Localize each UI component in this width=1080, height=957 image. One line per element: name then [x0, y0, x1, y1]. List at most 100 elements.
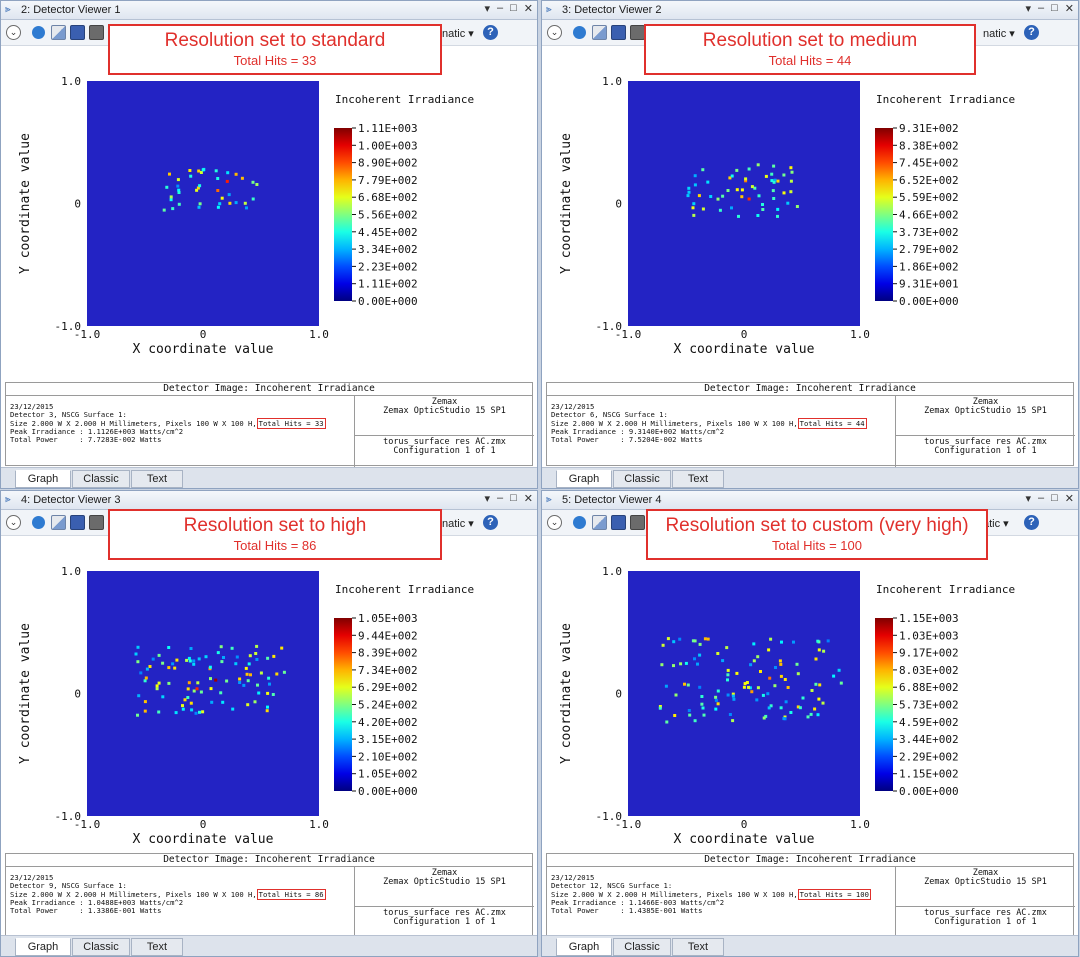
- hit-pixel: [706, 637, 710, 641]
- hit-pixel: [769, 704, 773, 708]
- close-button[interactable]: ✕: [1064, 3, 1074, 15]
- refresh-icon[interactable]: [32, 516, 45, 529]
- settings-dropdown-icon[interactable]: ⌄: [6, 515, 21, 530]
- hit-pixel: [782, 173, 786, 177]
- maximize-button[interactable]: □: [1051, 2, 1058, 14]
- y-tick-label: 1.0: [61, 75, 81, 88]
- colorbar-tick-label: 6.68E+002: [358, 191, 418, 204]
- brand-text: Zemax: [972, 868, 999, 878]
- maximize-button[interactable]: □: [510, 492, 517, 504]
- hit-pixel: [161, 661, 165, 665]
- callout-title: Resolution set to custom (very high): [665, 515, 969, 536]
- detector-text: Detector 6, NSCG Surface 1:: [551, 410, 668, 420]
- x-tick-label: 1.0: [309, 328, 329, 341]
- hit-pixel: [783, 678, 787, 681]
- y-tick-label: 0: [615, 688, 622, 701]
- colorbar-tick-label: 4.66E+002: [899, 209, 959, 222]
- hit-pixel: [196, 186, 200, 190]
- tab-classic[interactable]: Classic: [72, 470, 130, 488]
- hit-pixel: [735, 671, 739, 675]
- window-menu-button[interactable]: ▾: [484, 3, 490, 15]
- product-text: Zemax OpticStudio 15 SP1: [383, 406, 506, 416]
- hit-pixel: [784, 700, 788, 704]
- refresh-icon[interactable]: [32, 26, 45, 39]
- window-titlebar[interactable]: ⫸ 3: Detector Viewer 2 ▾ – □ ✕: [542, 1, 1078, 20]
- hit-pixel: [731, 719, 735, 723]
- help-icon[interactable]: ?: [1024, 25, 1039, 40]
- tab-text[interactable]: Text: [131, 938, 183, 956]
- copy-icon[interactable]: [51, 515, 66, 530]
- hit-pixel: [161, 695, 165, 699]
- settings-dropdown-icon[interactable]: ⌄: [547, 25, 562, 40]
- close-button[interactable]: ✕: [1064, 493, 1074, 505]
- help-icon[interactable]: ?: [1024, 515, 1039, 530]
- refresh-icon[interactable]: [573, 26, 586, 39]
- save-icon[interactable]: [70, 25, 85, 40]
- print-icon[interactable]: [89, 515, 104, 530]
- minimize-button[interactable]: –: [497, 2, 504, 14]
- x-tick-label: 0: [200, 818, 207, 831]
- minimize-button[interactable]: –: [1038, 2, 1045, 14]
- refresh-icon[interactable]: [573, 516, 586, 529]
- tab-graph[interactable]: Graph: [15, 938, 71, 956]
- hit-pixel: [192, 689, 196, 693]
- window-titlebar[interactable]: ⫸ 4: Detector Viewer 3 ▾ – □ ✕: [1, 491, 537, 510]
- size-text: Size 2.000 W X 2.000 H Millimeters, Pixe…: [10, 889, 257, 899]
- close-button[interactable]: ✕: [523, 3, 533, 15]
- help-icon[interactable]: ?: [483, 515, 498, 530]
- tab-text[interactable]: Text: [672, 938, 724, 956]
- save-icon[interactable]: [611, 515, 626, 530]
- tab-graph[interactable]: Graph: [556, 938, 612, 956]
- tab-text[interactable]: Text: [131, 470, 183, 488]
- save-icon[interactable]: [70, 515, 85, 530]
- window-menu-button[interactable]: ▾: [1025, 493, 1031, 505]
- chromatic-dropdown[interactable]: natic ▾: [442, 518, 474, 530]
- window-titlebar[interactable]: ⫸ 2: Detector Viewer 1 ▾ – □ ✕: [1, 1, 537, 20]
- tab-classic[interactable]: Classic: [613, 938, 671, 956]
- help-icon[interactable]: ?: [483, 25, 498, 40]
- pin-icon[interactable]: ⫸: [546, 494, 552, 505]
- tab-graph[interactable]: Graph: [556, 470, 612, 488]
- size-text: Size 2.000 W X 2.000 H Millimeters, Pixe…: [551, 889, 798, 899]
- minimize-button[interactable]: –: [497, 492, 504, 504]
- hit-pixel: [259, 671, 263, 675]
- window-menu-button[interactable]: ▾: [1025, 3, 1031, 15]
- total-hits-box: Total Hits = 33: [256, 417, 326, 429]
- hit-pixel: [761, 208, 765, 211]
- hit-pixel: [167, 646, 171, 649]
- hit-pixel: [243, 201, 247, 205]
- pin-icon[interactable]: ⫸: [5, 4, 11, 15]
- window-menu-button[interactable]: ▾: [484, 493, 490, 505]
- settings-dropdown-icon[interactable]: ⌄: [547, 515, 562, 530]
- maximize-button[interactable]: □: [1051, 492, 1058, 504]
- copy-icon[interactable]: [592, 25, 607, 40]
- settings-dropdown-icon[interactable]: ⌄: [6, 25, 21, 40]
- save-icon[interactable]: [611, 25, 626, 40]
- maximize-button[interactable]: □: [510, 2, 517, 14]
- pin-icon[interactable]: ⫸: [5, 494, 11, 505]
- hit-pixel: [218, 202, 222, 206]
- copy-icon[interactable]: [51, 25, 66, 40]
- tab-classic[interactable]: Classic: [613, 470, 671, 488]
- colorbar-tick-label: 8.90E+002: [358, 157, 418, 170]
- detector-details: 23/12/2015 Detector 12, NSCG Surface 1: …: [551, 873, 871, 915]
- tab-text[interactable]: Text: [672, 470, 724, 488]
- print-icon[interactable]: [630, 515, 645, 530]
- hit-pixel: [776, 179, 780, 183]
- chromatic-dropdown[interactable]: natic ▾: [442, 28, 474, 40]
- print-icon[interactable]: [89, 25, 104, 40]
- hit-pixel: [196, 681, 200, 685]
- hit-pixel: [753, 186, 757, 190]
- close-button[interactable]: ✕: [523, 493, 533, 505]
- tab-classic[interactable]: Classic: [72, 938, 130, 956]
- window-titlebar[interactable]: ⫸ 5: Detector Viewer 4 ▾ – □ ✕: [542, 491, 1078, 510]
- copy-icon[interactable]: [592, 515, 607, 530]
- print-icon[interactable]: [630, 25, 645, 40]
- hit-pixel: [684, 661, 688, 665]
- pin-icon[interactable]: ⫸: [546, 4, 552, 15]
- tab-graph[interactable]: Graph: [15, 470, 71, 488]
- chromatic-dropdown[interactable]: natic ▾: [983, 28, 1015, 40]
- minimize-button[interactable]: –: [1038, 492, 1045, 504]
- callout-hits: Total Hits = 100: [772, 538, 862, 553]
- hit-pixel: [813, 707, 817, 711]
